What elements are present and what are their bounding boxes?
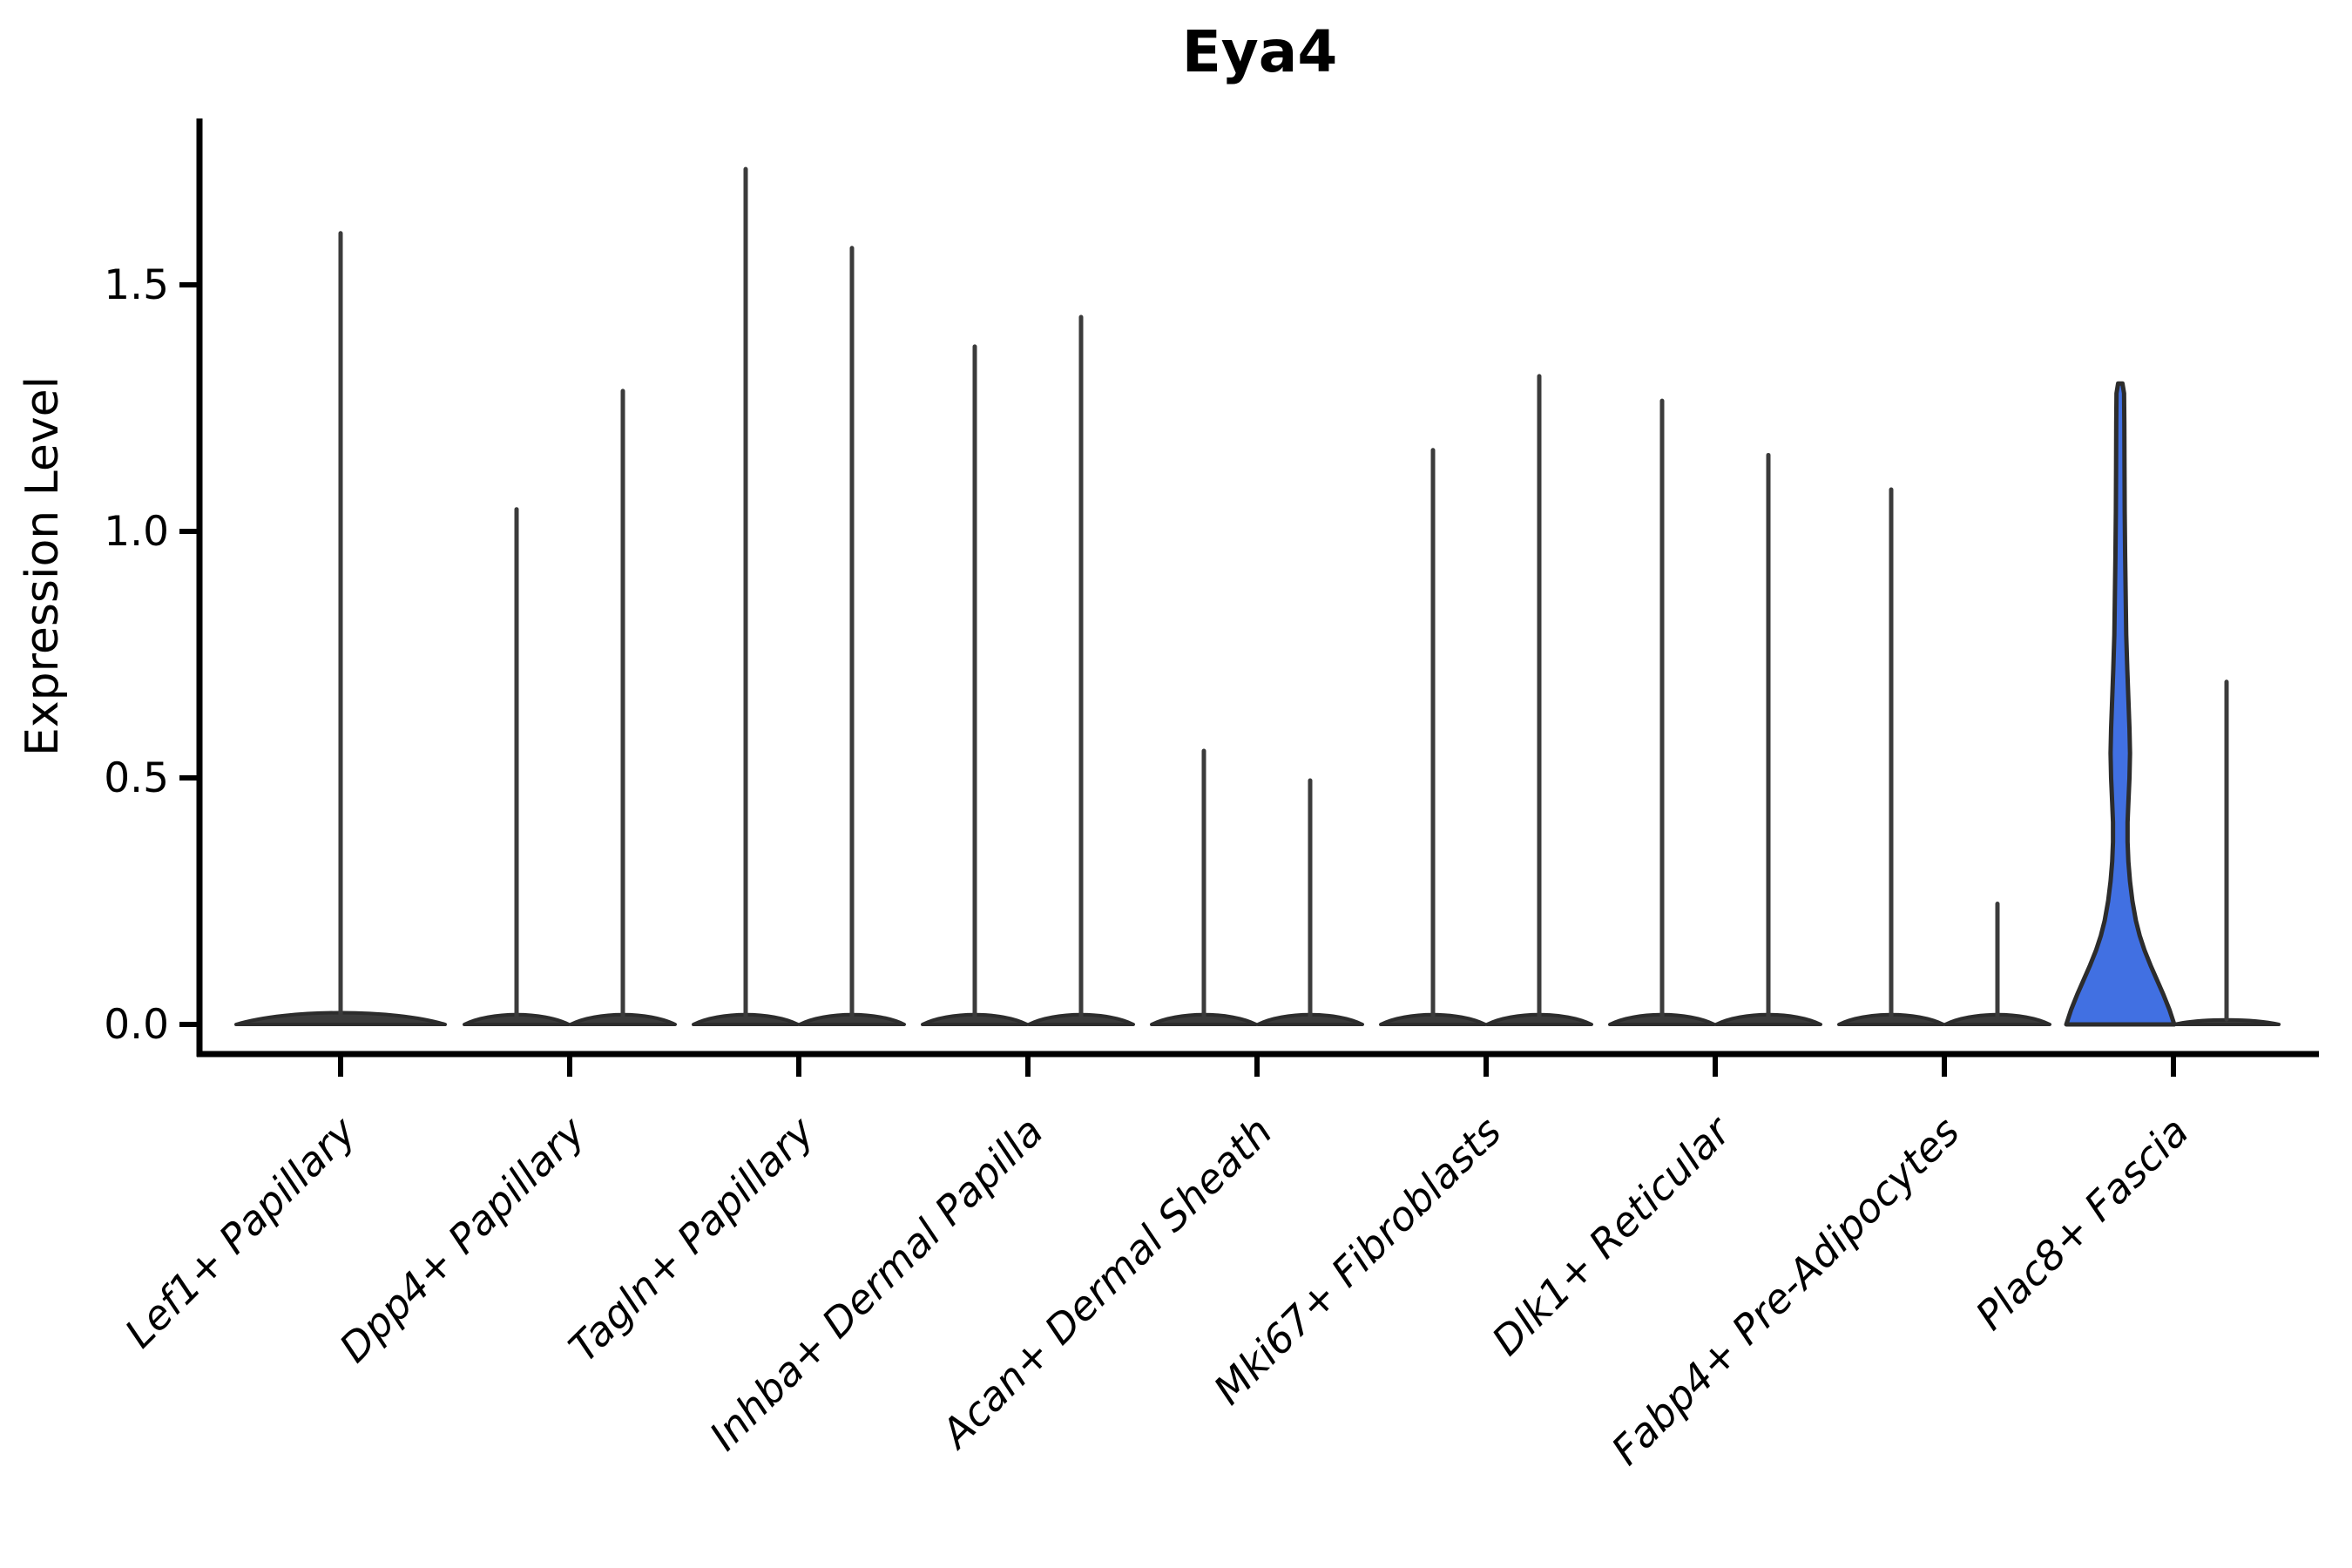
x-tick-label-1: Dpp4+ Papillary — [330, 1107, 594, 1371]
y-tick-label-0: 0.0 — [104, 1001, 169, 1049]
y-tick-label-2: 1.0 — [104, 508, 169, 556]
x-tick-label-2: Tagln+ Papillary — [559, 1107, 823, 1371]
x-tick-label-8: Plac8+ Fascia — [1966, 1108, 2197, 1339]
plot-area — [179, 118, 2319, 1077]
y-axis-label: Expression Level — [17, 376, 69, 756]
y-tick-label-1: 0.5 — [104, 754, 169, 802]
x-tick-label-0: Lef1+ Papillary — [116, 1107, 365, 1356]
x-tick-label-6: Dlk1+ Reticular — [1483, 1105, 1741, 1364]
chart-title: Eya4 — [1182, 18, 1338, 85]
violin-base — [2173, 1017, 2281, 1026]
violin-highlighted — [2064, 381, 2177, 1027]
y-tick-label-3: 1.5 — [104, 261, 169, 309]
